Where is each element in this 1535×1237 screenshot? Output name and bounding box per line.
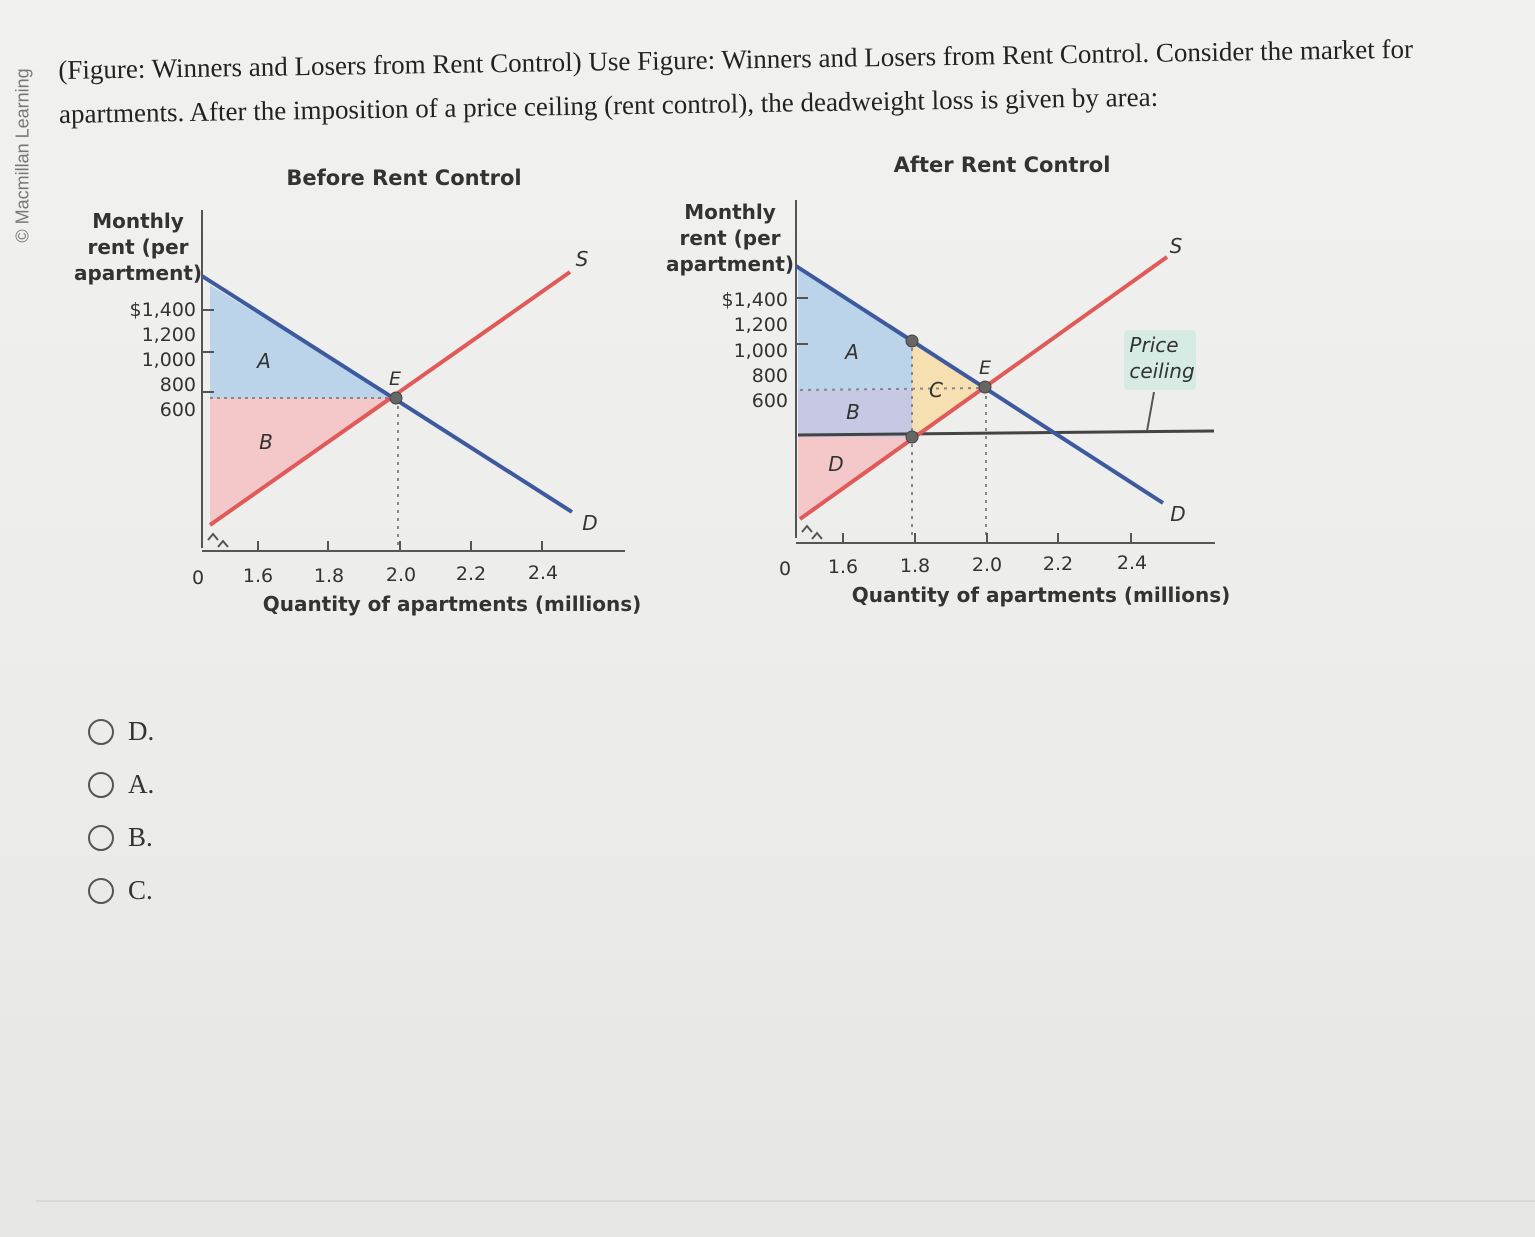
- y-axis-label-after-line2: rent (per: [679, 226, 780, 250]
- y-tick-label: $1,400: [130, 299, 196, 321]
- option-c[interactable]: C.: [88, 864, 154, 917]
- y-tick-label: 600: [160, 399, 196, 421]
- demand-label-before: D: [582, 511, 597, 535]
- x-origin-label: 0: [779, 558, 791, 580]
- y-tick-marks-after: [796, 297, 808, 345]
- area-b-after: [798, 390, 912, 437]
- y-axis-label-before-line1: Monthly: [92, 209, 184, 233]
- x-tick-label: 1.8: [900, 555, 930, 577]
- y-tick-label: 1,200: [142, 324, 196, 346]
- chart-before: Before Rent Control: [74, 166, 641, 616]
- x-tick-label: 2.2: [456, 563, 486, 585]
- y-axis-label-before-line3: apartment): [74, 261, 202, 285]
- radio-icon[interactable]: [88, 771, 114, 798]
- demand-curve-before: [200, 274, 574, 514]
- y-tick-label: 800: [160, 374, 196, 396]
- y-tick-label: 600: [752, 390, 788, 412]
- chart-after: After Rent Control: [666, 153, 1230, 607]
- x-origin-label: 0: [192, 567, 204, 589]
- x-tick-marks-before: [257, 541, 543, 551]
- option-label: A.: [128, 769, 155, 799]
- area-a-after: [798, 268, 912, 390]
- figure: Before Rent Control: [74, 153, 1230, 616]
- x-tick-label: 2.0: [386, 564, 416, 586]
- y-axis-label-before-line2: rent (per: [87, 235, 188, 259]
- x-tick-marks-after: [842, 533, 1132, 543]
- y-tick-label: 1,200: [734, 314, 788, 336]
- price-ceiling-pointer: [1146, 391, 1155, 432]
- x-tick-label: 2.0: [972, 554, 1002, 576]
- radio-icon[interactable]: [88, 718, 114, 745]
- option-b[interactable]: B.: [88, 811, 154, 864]
- supply-label-after: S: [1170, 234, 1183, 258]
- option-d[interactable]: D.: [88, 705, 154, 758]
- y-tick-label: $1,400: [722, 289, 788, 311]
- price-ceiling-box: [1124, 330, 1196, 390]
- y-tick-label: 800: [752, 365, 788, 387]
- equilibrium-point-after: [978, 380, 992, 394]
- price-ceiling-line: [797, 429, 1215, 437]
- x-tick-label: 1.8: [314, 565, 344, 587]
- answer-options: D. A. B. C.: [88, 705, 154, 917]
- x-axis-label-after: Quantity of apartments (millions): [852, 583, 1231, 607]
- area-a-label-before: A: [255, 349, 271, 373]
- price-ceiling-label-line2: ceiling: [1129, 359, 1194, 383]
- x-tick-label: 2.4: [528, 562, 558, 584]
- supply-label-before: S: [576, 247, 589, 271]
- radio-icon[interactable]: [88, 877, 114, 904]
- area-c-label-after: C: [929, 378, 943, 402]
- chart-before-title: Before Rent Control: [286, 166, 521, 190]
- demand-label-after: D: [1170, 502, 1185, 526]
- axis-break-after: [801, 524, 823, 540]
- x-tick-label: 2.4: [1117, 552, 1147, 574]
- option-label: C.: [128, 875, 153, 905]
- x-tick-label: 1.6: [828, 556, 858, 578]
- x-tick-label: 1.6: [243, 565, 273, 587]
- y-tick-marks-before: [202, 309, 214, 393]
- area-c-after: [912, 340, 985, 437]
- axis-break-before: [207, 532, 229, 548]
- x-axis-label-before: Quantity of apartments (millions): [263, 592, 642, 616]
- y-axis-label-after-line3: apartment): [666, 252, 794, 276]
- area-b-label-after: B: [846, 400, 860, 424]
- equilibrium-label-after: E: [979, 357, 991, 379]
- equilibrium-label-before: E: [389, 368, 401, 390]
- demand-ceiling-point: [905, 334, 919, 348]
- option-label: D.: [128, 716, 155, 746]
- y-axis-label-after-line1: Monthly: [684, 200, 776, 224]
- area-d-label-after: D: [828, 452, 843, 476]
- option-a[interactable]: A.: [88, 758, 154, 811]
- area-a-label-after: A: [843, 340, 859, 364]
- supply-ceiling-point: [905, 430, 919, 444]
- price-ceiling-label-line1: Price: [1129, 333, 1178, 357]
- area-b-label-before: B: [259, 430, 273, 454]
- y-tick-label: 1,000: [142, 349, 196, 371]
- equilibrium-point-before: [389, 391, 403, 405]
- y-tick-label: 1,000: [734, 340, 788, 362]
- x-tick-label: 2.2: [1043, 553, 1073, 575]
- option-label: B.: [128, 822, 153, 852]
- chart-after-title: After Rent Control: [894, 153, 1111, 177]
- divider: [36, 1200, 1535, 1202]
- radio-icon[interactable]: [88, 824, 114, 851]
